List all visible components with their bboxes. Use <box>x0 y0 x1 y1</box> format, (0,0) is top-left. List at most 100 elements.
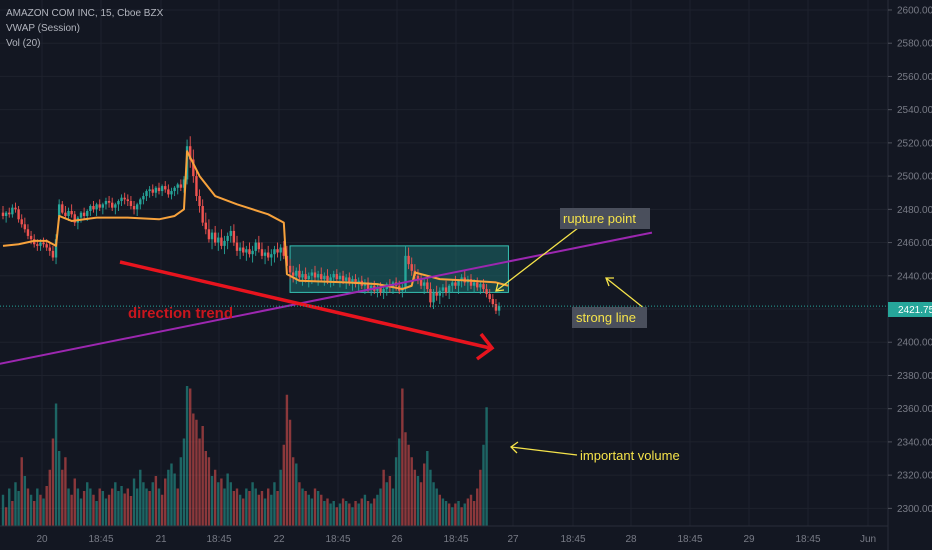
candle <box>101 202 105 215</box>
volume-bar <box>323 501 326 526</box>
candle <box>332 270 335 286</box>
candle <box>173 186 176 197</box>
price-axis[interactable]: 2300.00 2320.00 2340.00 2360.00 2380.00 2400.… <box>887 0 932 550</box>
price-tick-label: 2560.00 <box>897 72 932 83</box>
candle-body <box>407 255 410 265</box>
volume-bar <box>366 501 370 526</box>
volume-bar <box>70 494 73 526</box>
volume-bar <box>73 478 76 526</box>
volume-bar <box>273 482 276 526</box>
candle-body <box>195 176 198 197</box>
volume-bars <box>1 386 488 526</box>
volume-bar <box>263 498 267 526</box>
candle-body <box>382 289 385 293</box>
candle <box>382 285 385 300</box>
candle-body <box>135 204 139 210</box>
annotation-overlays <box>0 227 888 456</box>
candle-body <box>98 204 101 208</box>
vwap-legend[interactable]: VWAP (Session) <box>6 23 80 34</box>
volume-bar <box>410 457 413 526</box>
direction-arrow-shaft <box>119 260 491 350</box>
time-tick-label: 18:45 <box>795 534 820 545</box>
candle <box>491 294 495 308</box>
candle <box>276 242 279 258</box>
candle-body <box>111 202 114 208</box>
candle-body <box>192 159 195 177</box>
volume-bar <box>419 482 423 526</box>
candle-body <box>189 146 192 160</box>
volume-bar <box>164 478 167 526</box>
candle-body <box>51 250 55 258</box>
candle-body <box>242 247 245 253</box>
volume-bar <box>307 494 310 526</box>
candle <box>189 136 192 168</box>
time-tick-label: 18:45 <box>206 534 231 545</box>
candle <box>126 194 129 207</box>
candle-body <box>207 229 211 240</box>
candle <box>148 186 151 198</box>
volume-bar <box>201 426 204 526</box>
candle-body <box>410 264 413 271</box>
candle-body <box>326 275 329 281</box>
volume-bar <box>332 501 335 526</box>
time-tick-label: 26 <box>391 534 403 545</box>
volume-bar <box>210 476 214 526</box>
volume-bar <box>207 457 211 526</box>
candle-body <box>263 252 267 256</box>
price-tick-label: 2540.00 <box>897 105 932 116</box>
volume-bar <box>267 488 270 526</box>
volume-bar <box>394 457 398 526</box>
candle-body <box>351 279 354 283</box>
candle-body <box>4 212 8 216</box>
candle-body <box>139 199 142 205</box>
volume-bar <box>235 488 239 526</box>
volume-bar <box>226 473 229 526</box>
candle-body <box>173 187 176 192</box>
volume-bar <box>376 494 379 526</box>
candle <box>419 274 423 290</box>
candle <box>42 237 45 248</box>
candle-body <box>142 196 145 200</box>
candle <box>447 284 451 300</box>
volume-bar <box>95 501 98 526</box>
candle <box>338 272 342 288</box>
volume-bar <box>413 469 417 526</box>
candle-body <box>432 292 435 303</box>
candle-body <box>176 184 179 188</box>
candle-body <box>164 186 167 190</box>
candle <box>432 289 435 310</box>
last-price-text: 2421.75 <box>898 305 932 316</box>
candle <box>323 272 326 286</box>
volume-bar <box>295 463 298 526</box>
volume-bar <box>114 482 117 526</box>
candle <box>497 302 501 316</box>
volume-bar <box>429 469 432 526</box>
candle-body <box>307 275 310 280</box>
candle-body <box>457 280 460 286</box>
candle <box>20 214 23 228</box>
time-axis[interactable]: 20 18:45 21 18:45 22 18:45 26 18:45 27 18:45 28 18:… <box>0 525 888 545</box>
volume-bar <box>363 494 367 526</box>
volume-bar <box>472 501 476 526</box>
candle <box>279 244 282 261</box>
time-tick-label: 18:45 <box>677 534 702 545</box>
candle-body <box>220 237 223 246</box>
candle <box>441 284 445 298</box>
volume-bar <box>104 498 108 526</box>
volume-bar <box>285 394 289 526</box>
volume-bar <box>447 503 451 526</box>
candle <box>416 269 420 285</box>
volume-legend[interactable]: Vol (20) <box>6 38 40 49</box>
candle <box>407 247 410 270</box>
candle <box>242 240 245 256</box>
symbol-legend[interactable]: AMAZON COM INC, 15, Cboe BZX <box>6 8 164 19</box>
candle <box>217 232 220 251</box>
price-tick-label: 2460.00 <box>897 238 932 249</box>
candle <box>182 176 186 193</box>
volume-bar <box>20 457 23 526</box>
volume-bar <box>185 386 189 526</box>
candle <box>316 270 320 286</box>
candle-body <box>23 224 27 230</box>
volume-bar <box>432 482 435 526</box>
